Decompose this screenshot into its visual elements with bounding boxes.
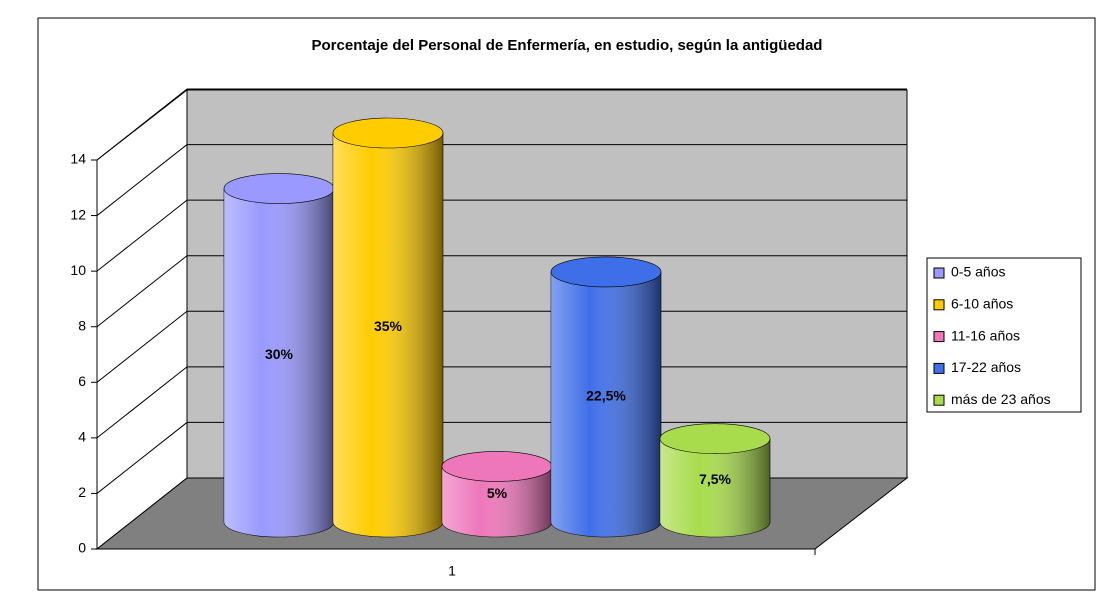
cylinder-top [659, 423, 771, 454]
data-label: 5% [487, 485, 508, 501]
cylinder-shade [224, 188, 334, 538]
grid-line [96, 422, 188, 494]
legend [926, 257, 1082, 413]
cylinder-shade [660, 438, 770, 537]
y-tick-label: 2 [78, 484, 86, 500]
legend-label: 17-22 años [951, 359, 1021, 375]
cylinder-top [550, 256, 662, 288]
x-tick-label: 1 [448, 563, 456, 579]
y-tick-label: 4 [78, 429, 86, 445]
chart-title: Porcentaje del Personal de Enfermería, e… [312, 37, 823, 54]
legend-swatch [933, 267, 945, 279]
grid-line [96, 310, 188, 383]
y-tick-label: 14 [70, 151, 86, 167]
legend-swatch [933, 394, 945, 406]
y-tick-label: 12 [70, 206, 86, 222]
data-label: 35% [374, 318, 403, 334]
y-tick-label: 8 [78, 317, 86, 333]
data-label: 7,5% [699, 471, 731, 487]
data-label: 22,5% [586, 388, 626, 404]
cylinder-top [223, 173, 335, 204]
y-tick-label: 10 [70, 262, 86, 278]
cylinder-shade [442, 466, 552, 537]
legend-swatch [933, 299, 945, 311]
grid-line [96, 88, 188, 161]
cylinder-shade [551, 271, 661, 537]
grid-line [96, 199, 188, 272]
y-tick-label: 6 [78, 373, 86, 389]
cylinder-shade [333, 133, 443, 537]
grid-line [96, 144, 188, 216]
y-tick-label: 0 [78, 540, 86, 556]
legend-swatch [933, 331, 945, 343]
side-wall [96, 88, 188, 551]
legend-label: más de 23 años [951, 391, 1051, 407]
cylinder-top [332, 117, 444, 149]
cylinder-top [441, 451, 553, 482]
legend-label: 6-10 años [951, 296, 1013, 312]
grid-line [96, 366, 188, 439]
legend-label: 11-16 años [951, 327, 1020, 343]
data-label: 30% [265, 346, 294, 362]
legend-swatch [933, 362, 945, 374]
legend-label: 0-5 años [951, 264, 1005, 280]
grid-line [96, 255, 188, 328]
